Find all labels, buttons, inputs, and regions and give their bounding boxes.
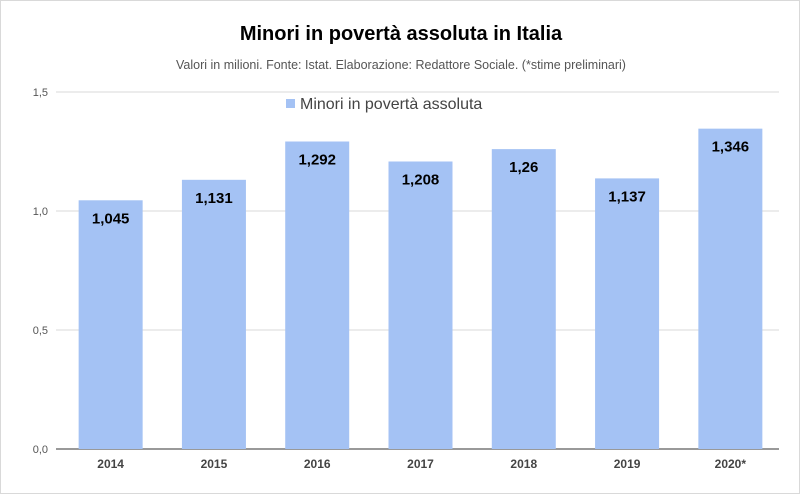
y-tick-label: 0,0 <box>33 444 48 456</box>
x-tick-label: 2015 <box>201 457 228 471</box>
y-tick-label: 1,0 <box>33 206 48 218</box>
data-label: 1,26 <box>509 159 538 176</box>
data-label: 1,045 <box>92 210 130 227</box>
bar <box>78 200 143 449</box>
chart-title: Minori in povertà assoluta in Italia <box>239 23 563 45</box>
bar <box>285 141 350 449</box>
bar <box>595 178 660 450</box>
data-label: 1,131 <box>195 190 233 207</box>
y-tick-label: 1,5 <box>33 87 48 99</box>
x-tick-label: 2019 <box>614 457 641 471</box>
bar <box>388 161 453 449</box>
bar <box>491 149 556 449</box>
x-tick-label: 2020* <box>715 457 747 471</box>
bar <box>181 179 246 449</box>
data-label: 1,292 <box>298 152 336 169</box>
x-tick-label: 2017 <box>407 457 434 471</box>
x-tick-label: 2014 <box>97 457 124 471</box>
legend-label: Minori in povertà assoluta <box>300 96 482 113</box>
chart-subtitle: Valori in milioni. Fonte: Istat. Elabora… <box>176 58 626 72</box>
x-tick-label: 2018 <box>510 457 537 471</box>
data-label: 1,346 <box>712 139 750 156</box>
data-label: 1,208 <box>402 171 440 188</box>
x-tick-label: 2016 <box>304 457 331 471</box>
legend-swatch <box>286 99 295 108</box>
data-label: 1,137 <box>608 188 646 205</box>
y-tick-label: 0,5 <box>33 325 48 337</box>
bar <box>698 128 763 449</box>
